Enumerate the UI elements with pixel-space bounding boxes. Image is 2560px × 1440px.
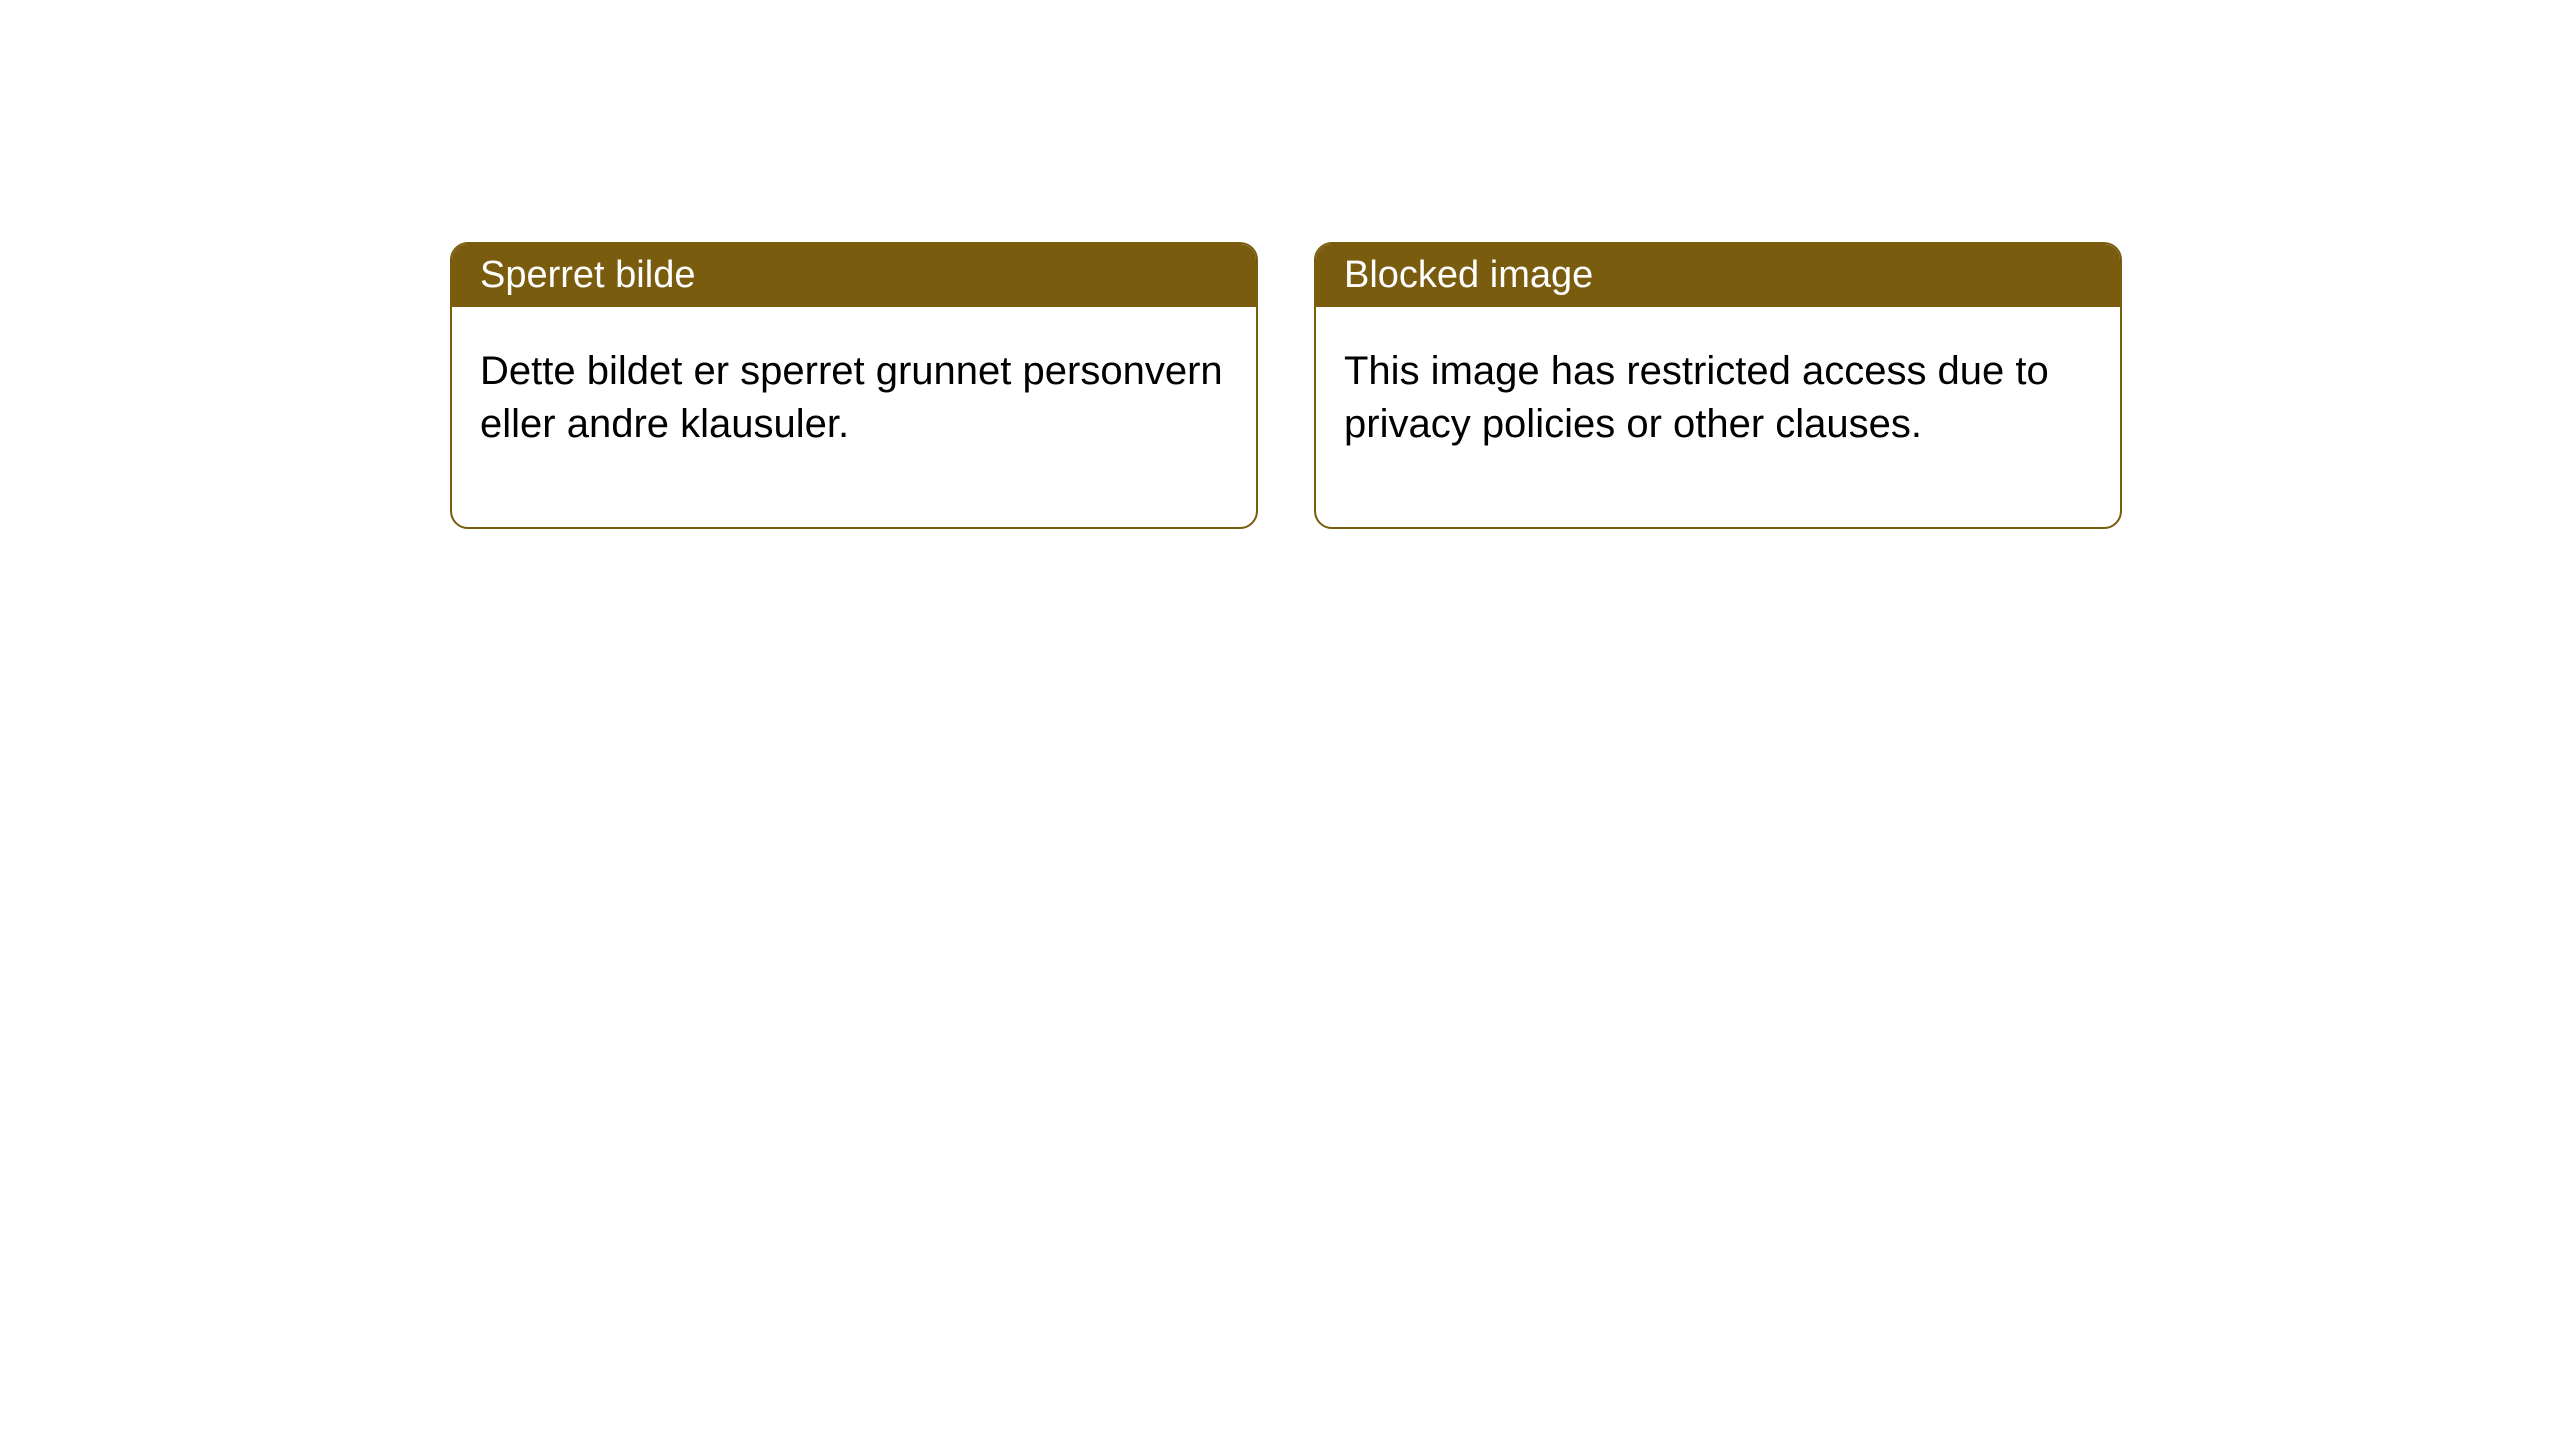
card-title: Sperret bilde bbox=[452, 244, 1256, 307]
notice-cards-row: Sperret bilde Dette bildet er sperret gr… bbox=[0, 0, 2560, 529]
card-body-text: This image has restricted access due to … bbox=[1316, 307, 2120, 527]
notice-card-norwegian: Sperret bilde Dette bildet er sperret gr… bbox=[450, 242, 1258, 529]
card-title: Blocked image bbox=[1316, 244, 2120, 307]
notice-card-english: Blocked image This image has restricted … bbox=[1314, 242, 2122, 529]
card-body-text: Dette bildet er sperret grunnet personve… bbox=[452, 307, 1256, 527]
